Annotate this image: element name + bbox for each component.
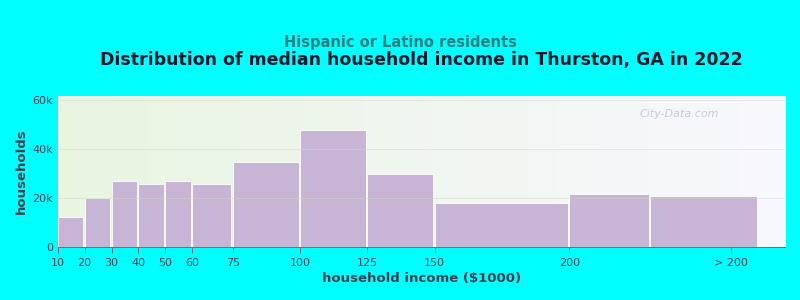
Bar [434,203,568,247]
Bar [650,196,757,248]
Bar [111,181,137,248]
Text: Hispanic or Latino residents: Hispanic or Latino residents [283,34,517,50]
X-axis label: household income ($1000): household income ($1000) [322,272,521,285]
Bar [192,184,231,248]
Text: City-Data.com: City-Data.com [639,109,719,119]
Bar [138,184,164,248]
Bar [166,181,191,248]
Bar [85,198,110,248]
Bar [300,130,366,248]
Bar [58,217,83,248]
Bar [233,162,298,248]
Title: Distribution of median household income in Thurston, GA in 2022: Distribution of median household income … [100,51,742,69]
Bar [367,174,434,248]
Bar [570,194,649,247]
Y-axis label: households: households [15,129,28,214]
